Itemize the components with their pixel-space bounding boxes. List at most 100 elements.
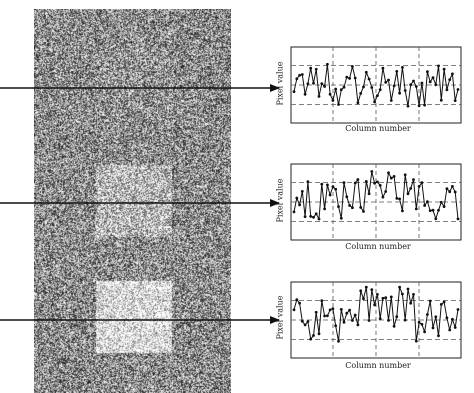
profile-point bbox=[439, 200, 443, 204]
profile-point bbox=[417, 185, 421, 188]
profile-point bbox=[401, 292, 404, 296]
profile-point bbox=[314, 212, 318, 216]
profile-point bbox=[373, 181, 376, 185]
profile-point bbox=[442, 300, 446, 304]
profile-point bbox=[337, 339, 340, 343]
profile-point bbox=[303, 323, 307, 327]
profile-point bbox=[423, 103, 426, 107]
profile-point bbox=[314, 310, 318, 314]
profile-point bbox=[420, 81, 424, 85]
profile-point bbox=[445, 316, 449, 320]
profile-point bbox=[387, 319, 390, 322]
profile-point bbox=[351, 319, 354, 322]
profile-point bbox=[295, 77, 299, 81]
profile-point bbox=[331, 307, 335, 310]
profile-point bbox=[437, 64, 440, 68]
profile-point bbox=[292, 308, 296, 312]
profile-point bbox=[356, 178, 360, 181]
profile-point bbox=[295, 196, 299, 200]
profile-point bbox=[406, 192, 410, 196]
profile-point bbox=[414, 85, 418, 88]
profile-point bbox=[401, 209, 404, 213]
profile-point bbox=[298, 203, 301, 207]
plot-top bbox=[290, 46, 462, 124]
profile-point bbox=[426, 313, 429, 316]
profile-point bbox=[378, 317, 382, 321]
profile-point bbox=[312, 81, 315, 85]
profile-point bbox=[373, 303, 376, 307]
profile-point bbox=[378, 88, 382, 92]
profile-point bbox=[292, 90, 296, 93]
profile-point bbox=[370, 170, 374, 173]
plot-middle-ylabel: Pixel value bbox=[275, 178, 285, 223]
profile-point bbox=[409, 83, 413, 87]
profile-point bbox=[395, 197, 399, 200]
profile-point bbox=[376, 293, 379, 296]
noise-image bbox=[34, 9, 231, 393]
profile-point bbox=[439, 303, 443, 306]
profile-point bbox=[364, 180, 368, 183]
plot-top-area bbox=[290, 46, 462, 124]
profile-point bbox=[426, 70, 429, 74]
profile-point bbox=[387, 171, 390, 175]
profile-point bbox=[381, 66, 385, 70]
profile-point bbox=[323, 85, 326, 88]
profile-point bbox=[384, 81, 388, 84]
profile-point bbox=[370, 86, 374, 89]
profile-point bbox=[334, 187, 338, 191]
profile-point bbox=[392, 84, 396, 88]
plot-middle-area bbox=[290, 163, 462, 241]
profile-point bbox=[417, 104, 421, 108]
profile-point bbox=[331, 185, 335, 188]
profile-point bbox=[370, 288, 374, 291]
profile-point bbox=[298, 301, 301, 305]
profile-point bbox=[431, 326, 435, 330]
profile-point bbox=[456, 217, 460, 221]
profile-point bbox=[451, 72, 454, 76]
profile-point bbox=[353, 76, 357, 80]
plot-middle bbox=[290, 163, 462, 241]
profile-point bbox=[328, 92, 332, 96]
profile-point bbox=[353, 313, 357, 317]
profile-point bbox=[317, 332, 321, 336]
profile-point bbox=[417, 320, 421, 324]
profile-point bbox=[428, 80, 432, 84]
profile-point bbox=[320, 299, 324, 303]
profile-point bbox=[309, 337, 313, 341]
profile-point bbox=[423, 204, 426, 207]
profile-point bbox=[303, 215, 307, 218]
profile-point bbox=[326, 314, 329, 318]
profile-point bbox=[362, 297, 365, 301]
profile-point bbox=[426, 200, 429, 203]
profile-point bbox=[359, 92, 363, 95]
plot-middle-xlabel: Column number bbox=[345, 242, 411, 251]
profile-line bbox=[293, 287, 459, 342]
profile-point bbox=[453, 99, 457, 102]
profile-point bbox=[317, 95, 321, 98]
profile-point bbox=[448, 78, 452, 81]
profile-point bbox=[403, 318, 407, 322]
profile-point bbox=[384, 190, 388, 193]
profile-point bbox=[431, 76, 435, 79]
profile-point bbox=[398, 197, 401, 201]
profile-point bbox=[348, 77, 351, 80]
profile-point bbox=[309, 215, 313, 218]
profile-point bbox=[367, 319, 371, 322]
plot-top-ylabel: Pixel value bbox=[275, 61, 285, 106]
noise-image-panel bbox=[34, 9, 231, 393]
profile-point bbox=[378, 184, 382, 187]
profile-point bbox=[437, 334, 440, 338]
profile-point bbox=[412, 178, 415, 181]
profile-point bbox=[437, 208, 440, 212]
profile-point bbox=[348, 308, 351, 312]
profile-point bbox=[306, 320, 310, 323]
profile-point bbox=[398, 91, 401, 95]
profile-point bbox=[392, 324, 396, 328]
profile-point bbox=[326, 62, 329, 66]
profile-point bbox=[448, 190, 452, 194]
profile-point bbox=[351, 65, 354, 68]
profile-point bbox=[317, 217, 321, 221]
profile-point bbox=[362, 85, 365, 89]
profile-point bbox=[303, 92, 307, 96]
profile-point bbox=[376, 180, 379, 184]
